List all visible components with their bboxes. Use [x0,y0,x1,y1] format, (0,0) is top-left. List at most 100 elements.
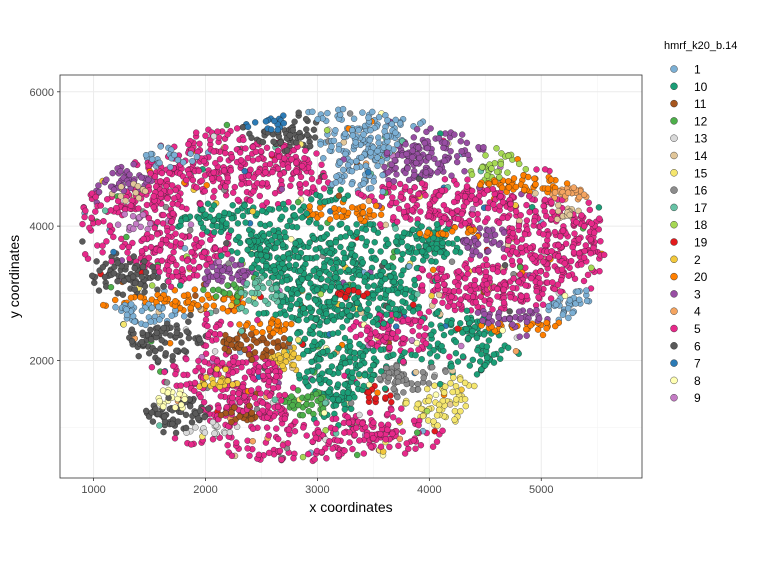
data-point-cluster-10 [463,307,471,314]
data-point-cluster-5 [224,442,231,449]
data-point-cluster-16 [394,393,401,401]
data-point-cluster-13 [192,424,199,431]
data-point-cluster-20 [359,203,367,210]
data-point-cluster-10 [300,351,307,358]
data-point-cluster-10 [361,278,368,285]
data-point-cluster-10 [203,228,211,235]
data-point-cluster-5 [533,166,540,173]
data-point-cluster-5 [431,298,438,305]
data-point-cluster-5 [457,296,464,303]
data-point-cluster-20 [220,295,228,303]
data-point-cluster-6 [95,287,103,294]
data-point-cluster-8 [172,404,179,411]
data-point-cluster-5 [205,255,213,262]
data-point-cluster-10 [227,227,235,234]
data-point-cluster-5 [509,230,517,237]
data-point-cluster-10 [370,347,377,354]
data-point-cluster-5 [472,299,480,306]
data-point-cluster-10 [291,212,298,219]
data-point-cluster-3 [509,321,516,328]
data-point-cluster-1 [392,116,399,124]
data-point-cluster-10 [302,378,309,386]
data-point-cluster-11 [228,418,235,426]
data-point-cluster-12 [299,412,306,419]
data-point-cluster-10 [394,248,401,255]
data-point-cluster-10 [282,311,289,319]
data-point-cluster-2 [283,352,290,359]
data-point-cluster-15 [471,382,478,390]
data-point-cluster-5 [463,183,471,190]
data-point-cluster-12 [123,233,130,241]
data-point-cluster-5 [269,168,276,176]
data-point-cluster-10 [305,219,313,226]
data-point-cluster-5 [417,442,425,449]
data-point-cluster-10 [247,231,255,238]
data-point-cluster-10 [295,317,302,324]
data-point-cluster-5 [201,187,208,195]
data-point-cluster-12 [213,293,220,300]
data-point-cluster-6 [185,334,193,342]
data-point-cluster-5 [169,273,176,280]
data-point-cluster-3 [414,144,422,151]
data-point-cluster-3 [447,148,454,155]
data-point-cluster-16 [425,380,433,387]
data-point-cluster-5 [299,162,306,170]
data-point-cluster-10 [305,294,312,301]
data-point-cluster-19 [382,394,389,401]
data-point-cluster-5 [209,436,217,443]
data-point-cluster-20 [282,321,290,328]
data-point-cluster-10 [305,383,312,390]
data-point-cluster-1 [565,314,572,322]
data-point-cluster-20 [505,184,513,191]
data-point-cluster-15 [449,388,456,396]
data-point-cluster-15 [453,396,460,403]
data-point-cluster-15 [419,412,427,420]
data-point-cluster-6 [178,339,185,346]
data-point-cluster-10 [313,220,320,227]
data-point-cluster-15 [462,402,469,410]
data-point-cluster-5 [370,419,377,426]
data-point-cluster-10 [447,320,455,327]
data-point-cluster-6 [119,291,127,298]
data-point-cluster-5 [568,257,575,265]
data-point-cluster-5 [254,316,261,324]
data-point-cluster-5 [526,244,534,252]
data-point-cluster-5 [515,222,523,230]
data-point-cluster-14 [412,369,420,376]
data-point-cluster-5 [590,244,597,252]
data-point-cluster-5 [510,275,517,282]
data-point-cluster-10 [399,250,406,258]
data-point-cluster-1 [156,159,163,167]
data-point-cluster-6 [283,147,291,154]
data-point-cluster-10 [315,356,323,363]
legend-label-4: 4 [694,305,701,319]
data-point-cluster-20 [377,211,385,218]
data-point-cluster-20 [505,178,512,185]
data-point-cluster-20 [366,207,373,214]
data-point-cluster-10 [204,200,212,207]
data-point-cluster-5 [200,157,208,165]
data-point-cluster-18 [497,161,505,168]
data-point-cluster-5 [353,424,360,432]
data-point-cluster-10 [477,358,484,365]
data-point-cluster-20 [259,329,266,336]
data-point-cluster-6 [101,273,109,281]
data-point-cluster-10 [351,349,358,357]
data-point-cluster-5 [400,358,407,365]
data-point-cluster-1 [383,133,391,140]
data-point-cluster-12 [354,451,361,459]
data-point-cluster-5 [458,210,466,218]
data-point-cluster-7 [274,126,281,133]
data-point-cluster-5 [329,445,336,452]
data-point-cluster-6 [187,311,194,319]
data-point-cluster-10 [340,354,347,361]
data-point-cluster-1 [324,109,331,117]
data-point-cluster-5 [455,268,462,275]
data-point-cluster-2 [229,381,236,388]
data-point-cluster-10 [328,225,335,232]
data-point-cluster-8 [413,339,420,347]
data-point-cluster-5 [293,159,300,166]
data-point-cluster-3 [435,135,443,142]
data-point-cluster-10 [413,249,420,256]
